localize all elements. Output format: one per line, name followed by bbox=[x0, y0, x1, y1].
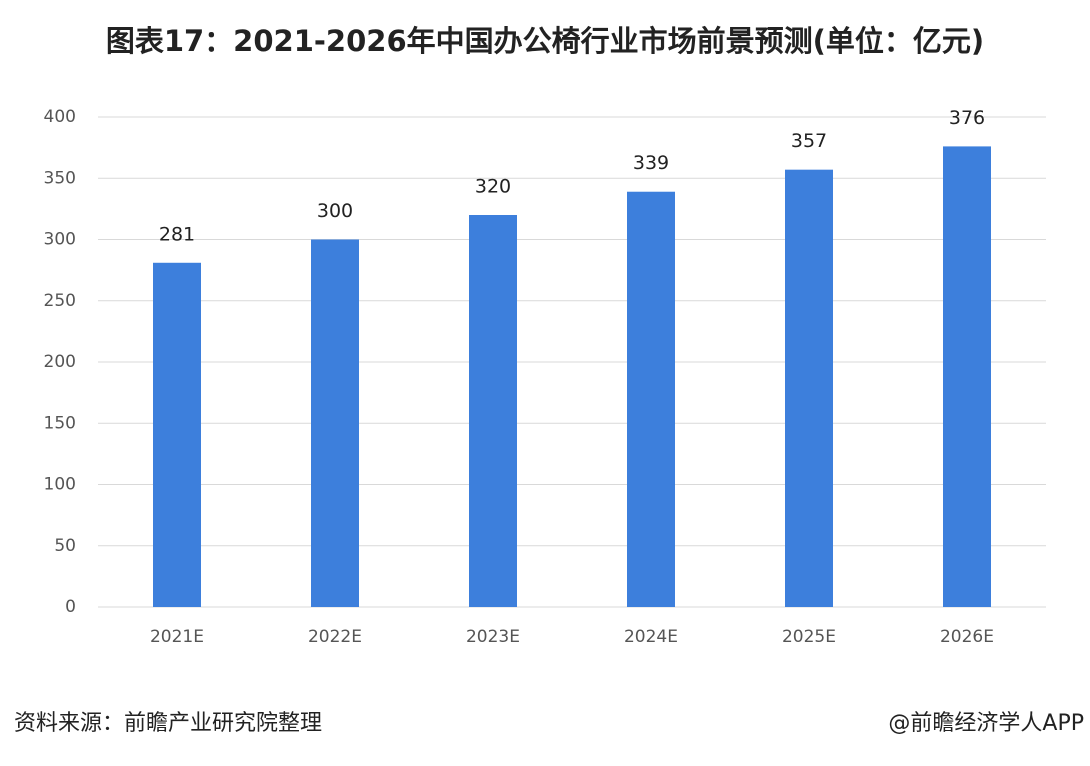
bar bbox=[311, 239, 359, 607]
x-tick-label: 2026E bbox=[940, 627, 994, 647]
chart-title: 图表17：2021-2026年中国办公椅行业市场前景预测(单位：亿元) bbox=[106, 24, 984, 58]
source-note: 资料来源：前瞻产业研究院整理 bbox=[14, 711, 322, 736]
x-tick-label: 2021E bbox=[150, 627, 204, 647]
value-label: 357 bbox=[791, 130, 827, 152]
y-tick-label: 300 bbox=[44, 230, 76, 250]
bar bbox=[785, 169, 833, 608]
y-tick-label: 100 bbox=[44, 475, 76, 495]
x-tick-label: 2025E bbox=[782, 627, 836, 647]
y-tick-label: 150 bbox=[44, 413, 76, 433]
x-tick-label: 2022E bbox=[308, 627, 362, 647]
y-tick-label: 400 bbox=[44, 107, 76, 127]
y-tick-label: 200 bbox=[44, 352, 76, 372]
y-tick-label: 350 bbox=[44, 168, 76, 188]
x-tick-label: 2023E bbox=[466, 627, 520, 647]
value-label: 281 bbox=[159, 223, 195, 245]
y-tick-label: 250 bbox=[44, 291, 76, 311]
bar bbox=[469, 215, 517, 607]
value-label: 339 bbox=[633, 152, 669, 174]
bar bbox=[153, 262, 201, 607]
bar bbox=[627, 191, 675, 607]
value-label: 300 bbox=[317, 200, 353, 222]
x-tick-label: 2024E bbox=[624, 627, 678, 647]
y-tick-label: 50 bbox=[54, 536, 76, 556]
credit: @前瞻经济学人APP bbox=[888, 711, 1084, 736]
value-label: 376 bbox=[949, 107, 985, 129]
y-tick-label: 0 bbox=[65, 597, 76, 617]
bar bbox=[943, 146, 991, 607]
value-label: 320 bbox=[475, 176, 511, 198]
